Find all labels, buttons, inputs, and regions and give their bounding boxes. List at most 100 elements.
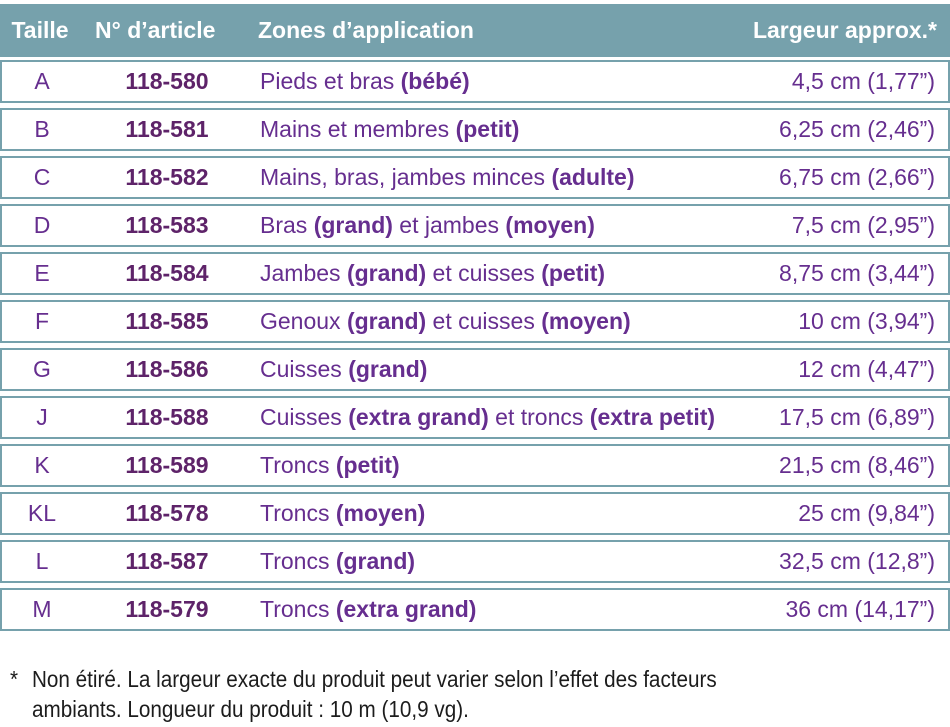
size-cell: F <box>34 308 50 334</box>
article-cell: 118-585 <box>125 308 209 334</box>
article-cell: 118-580 <box>125 68 209 94</box>
article-cell: 118-579 <box>125 596 209 622</box>
footnote-text: Non étiré. La largeur exacte du produit … <box>32 664 908 724</box>
size-cell: M <box>32 596 52 622</box>
zone-segment: et cuisses <box>426 260 542 286</box>
zone-segment-bold: (grand) <box>313 212 393 238</box>
article-cell: 118-589 <box>125 452 209 478</box>
size-cell: KL <box>27 500 57 526</box>
table-row: KL 118-578 Troncs (moyen) 25 cm (9,84”) <box>0 492 950 535</box>
zones-cell: Troncs (moyen) <box>252 500 718 527</box>
article-cell: 118-578 <box>125 500 209 526</box>
zones-cell: Troncs (grand) <box>252 548 718 575</box>
zones-cell: Mains, bras, jambes minces (adulte) <box>252 164 718 191</box>
article-cell: 118-581 <box>125 116 209 142</box>
zone-segment: Mains, bras, jambes minces <box>260 164 552 190</box>
zone-segment-bold: (extra petit) <box>589 404 716 430</box>
header-largeur: Largeur approx.* <box>752 17 937 43</box>
zone-segment: Bras <box>260 212 314 238</box>
width-cell: 36 cm (14,17”) <box>785 596 935 622</box>
table-row: M 118-579 Troncs (extra grand) 36 cm (14… <box>0 588 950 631</box>
table-row: K 118-589 Troncs (petit) 21,5 cm (8,46”) <box>0 444 950 487</box>
article-cell: 118-586 <box>125 356 209 382</box>
zone-segment-bold: (grand) <box>346 308 427 334</box>
width-cell: 6,75 cm (2,66”) <box>779 164 935 190</box>
zones-cell: Genoux (grand) et cuisses (moyen) <box>252 308 718 335</box>
zones-cell: Cuisses (extra grand) et troncs (extra p… <box>252 404 718 431</box>
size-cell: J <box>36 404 48 430</box>
zones-cell: Mains et membres (petit) <box>252 116 718 143</box>
zones-cell: Cuisses (grand) <box>252 356 718 383</box>
width-cell: 4,5 cm (1,77”) <box>791 68 935 94</box>
zone-segment: et cuisses <box>426 308 542 334</box>
table-row: C 118-582 Mains, bras, jambes minces (ad… <box>0 156 950 199</box>
zone-segment: Troncs <box>260 452 336 478</box>
zone-segment-bold: (bébé) <box>400 68 470 94</box>
size-cell: G <box>33 356 51 382</box>
zone-segment: Cuisses <box>260 404 349 430</box>
zone-segment: Cuisses <box>260 356 349 382</box>
width-cell: 8,75 cm (3,44”) <box>779 260 935 286</box>
footnote-line: ambiants. Longueur du produit : 10 m (10… <box>32 696 469 722</box>
zone-segment: Pieds et bras <box>260 68 401 94</box>
table-row: B 118-581 Mains et membres (petit) 6,25 … <box>0 108 950 151</box>
width-cell: 12 cm (4,47”) <box>798 356 935 382</box>
zone-segment: et troncs <box>488 404 590 430</box>
size-cell: C <box>33 164 51 190</box>
zone-segment-bold: (grand) <box>335 548 416 574</box>
width-cell: 21,5 cm (8,46”) <box>779 452 935 478</box>
table-body: A 118-580 Pieds et bras (bébé) 4,5 cm (1… <box>0 60 950 631</box>
table-row: F 118-585 Genoux (grand) et cuisses (moy… <box>0 300 950 343</box>
zone-segment: Troncs <box>260 596 336 622</box>
table-row: E 118-584 Jambes (grand) et cuisses (pet… <box>0 252 950 295</box>
size-cell: B <box>34 116 50 142</box>
zones-cell: Pieds et bras (bébé) <box>252 68 718 95</box>
article-cell: 118-584 <box>125 260 209 286</box>
footnote-asterisk: * <box>10 666 19 692</box>
zone-segment: Troncs <box>260 500 336 526</box>
zone-segment-bold: (moyen) <box>505 212 595 238</box>
article-cell: 118-582 <box>125 164 209 190</box>
table-row: G 118-586 Cuisses (grand) 12 cm (4,47”) <box>0 348 950 391</box>
header-zones: Zones d’application <box>258 17 474 43</box>
zones-cell: Troncs (extra grand) <box>252 596 718 623</box>
zone-segment-bold: (moyen) <box>541 308 631 334</box>
width-cell: 32,5 cm (12,8”) <box>779 548 935 574</box>
footnote: * Non étiré. La largeur exacte du produi… <box>10 664 908 724</box>
zones-cell: Bras (grand) et jambes (moyen) <box>252 212 718 239</box>
table-header-row: Taille N° d’article Zones d’application … <box>0 4 950 57</box>
zone-segment-bold: (petit) <box>455 116 520 142</box>
zone-segment: et jambes <box>392 212 506 238</box>
zones-cell: Troncs (petit) <box>252 452 718 479</box>
width-cell: 25 cm (9,84”) <box>798 500 935 526</box>
size-cell: L <box>35 548 49 574</box>
size-cell: K <box>34 452 50 478</box>
size-cell: D <box>33 212 51 238</box>
size-cell: E <box>34 260 50 286</box>
width-cell: 10 cm (3,94”) <box>798 308 935 334</box>
zone-segment-bold: (adulte) <box>551 164 635 190</box>
article-cell: 118-588 <box>125 404 209 430</box>
zone-segment: Mains et membres <box>260 116 456 142</box>
zones-cell: Jambes (grand) et cuisses (petit) <box>252 260 718 287</box>
zone-segment-bold: (grand) <box>348 356 428 382</box>
article-cell: 118-587 <box>125 548 209 574</box>
width-cell: 6,25 cm (2,46”) <box>779 116 935 142</box>
zone-segment: Genoux <box>260 308 347 334</box>
footnote-line: Non étiré. La largeur exacte du produit … <box>32 666 717 692</box>
zone-segment-bold: (extra grand) <box>348 404 489 430</box>
zone-segment-bold: (extra grand) <box>335 596 477 622</box>
size-cell: A <box>34 68 50 94</box>
zone-segment: Troncs <box>260 548 336 574</box>
zone-segment: Jambes <box>260 260 347 286</box>
header-taille: Taille <box>11 17 69 43</box>
table-row: J 118-588 Cuisses (extra grand) et tronc… <box>0 396 950 439</box>
zone-segment-bold: (petit) <box>335 452 400 478</box>
zone-segment-bold: (moyen) <box>335 500 426 526</box>
zone-segment-bold: (grand) <box>346 260 427 286</box>
table-row: A 118-580 Pieds et bras (bébé) 4,5 cm (1… <box>0 60 950 103</box>
width-cell: 17,5 cm (6,89”) <box>779 404 935 430</box>
header-article: N° d’article <box>95 17 216 43</box>
article-cell: 118-583 <box>125 212 209 238</box>
width-cell: 7,5 cm (2,95”) <box>791 212 935 238</box>
